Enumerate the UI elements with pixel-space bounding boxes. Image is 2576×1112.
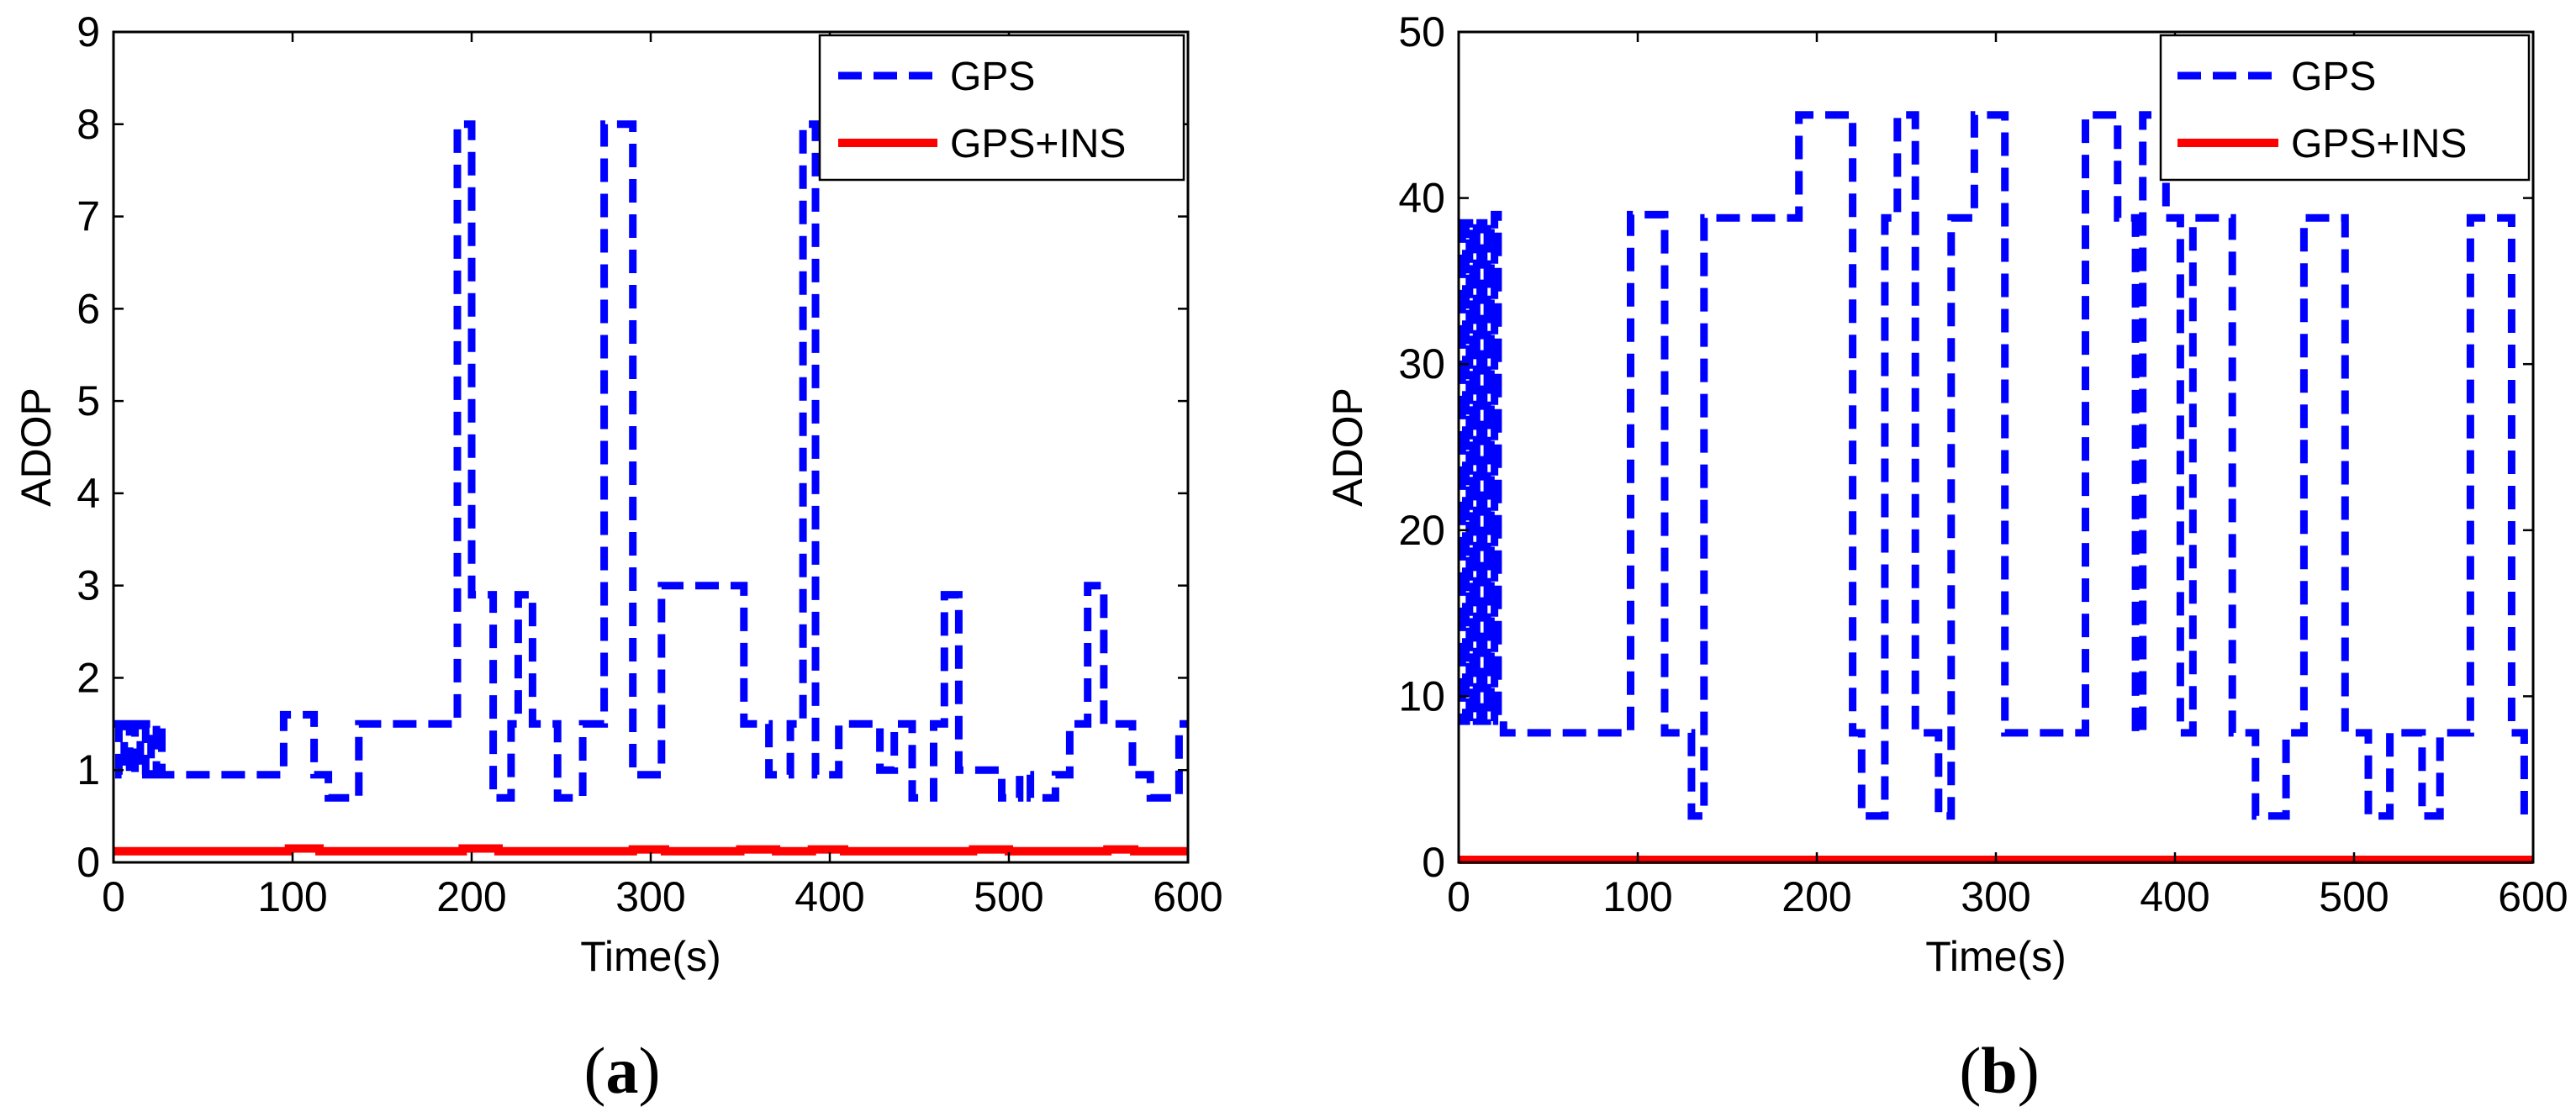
panel-b-y-tick-label: 10	[1398, 672, 1445, 719]
panel-b-y-axis-title: ADOP	[1324, 387, 1371, 507]
panel-b-caption: (b)	[1959, 1034, 2039, 1107]
panel-b-caption-open: (	[1959, 1034, 1981, 1107]
panel-b-legend-box	[2159, 34, 2531, 182]
panel-a-legend-gpsins-label: GPS+INS	[950, 122, 1126, 166]
panel-b-x-tick-label: 0	[1447, 873, 1470, 920]
panel-a-y-tick-label: 0	[77, 839, 100, 886]
panel-a-y-tick-label: 8	[77, 101, 100, 148]
panel-a-x-tick-label: 300	[615, 873, 685, 920]
panel-a-y-tick-label: 4	[77, 470, 100, 517]
panel-b-y-tick-label: 0	[1422, 839, 1445, 886]
panel-b-y-tick-label: 30	[1398, 340, 1445, 387]
panel-a-x-tick-label: 400	[794, 873, 864, 920]
panel-a-x-tick-label: 500	[974, 873, 1043, 920]
panel-a-series-gps-ins-line	[113, 844, 1188, 856]
panel-b-y-tick-label: 20	[1398, 507, 1445, 554]
panel-a-y-tick-label: 7	[77, 193, 100, 240]
panel-a-y-tick-label: 5	[77, 377, 100, 424]
panel-a-caption-label: a	[606, 1034, 639, 1107]
panel-b-chart: 0 100 200 300 400 500 600 0 10 20 30 40 50 Time(s) A…	[1324, 8, 2568, 1107]
panel-a-y-tick-label: 6	[77, 285, 100, 332]
panel-b-caption-label: b	[1981, 1034, 2017, 1107]
panel-b-x-tick-label: 300	[1961, 873, 2030, 920]
panel-a-legend-box	[818, 34, 1185, 182]
panel-b-y-tick-label: 40	[1398, 175, 1445, 222]
panel-b-legend-gps-label: GPS	[2291, 55, 2376, 99]
panel-a-y-tick-label: 1	[77, 746, 100, 793]
panel-b-legend: GPS GPS+INS	[2159, 34, 2531, 182]
panel-a-x-tick-label: 0	[102, 873, 125, 920]
panel-a-y-tick-label: 2	[77, 654, 100, 701]
panel-a-caption: (a)	[584, 1034, 661, 1107]
panel-a-caption-close: )	[639, 1034, 661, 1107]
panel-b-x-tick-label: 100	[1602, 873, 1672, 920]
panel-a-x-axis-title: Time(s)	[580, 933, 721, 980]
panel-b-plot-area	[1458, 111, 2533, 864]
panel-a-series-gps-line	[113, 120, 1188, 802]
panel-b-y-tick-label: 50	[1398, 8, 1445, 55]
panel-b-x-tick-label: 500	[2319, 873, 2389, 920]
panel-b-x-tick-label: 600	[2498, 873, 2568, 920]
panel-a-y-axis-title: ADOP	[13, 387, 60, 507]
panel-a-x-tick-label: 200	[436, 873, 506, 920]
panel-b-x-axis-title: Time(s)	[1925, 933, 2067, 980]
panel-a-y-tick-label: 3	[77, 562, 100, 609]
panel-a-legend-gps-label: GPS	[950, 55, 1035, 99]
panel-b-legend-gpsins-label: GPS+INS	[2291, 122, 2467, 166]
panel-b-series-gps-line	[1458, 111, 2533, 820]
panel-a-y-tick-label: 9	[77, 8, 100, 55]
panel-b-x-tick-label: 200	[1782, 873, 1851, 920]
panel-a-legend: GPS GPS+INS	[818, 34, 1185, 182]
panel-b-caption-close: )	[2018, 1034, 2040, 1107]
panel-a-plot-area	[113, 120, 1188, 856]
panel-a-chart: 0 100 200 300 400 500 600 0 1 2 3 4 5 6 7 8 9 Time(s) AD…	[13, 8, 1223, 1107]
panel-a-caption-open: (	[584, 1034, 606, 1107]
panel-a-x-tick-label: 100	[257, 873, 327, 920]
panel-b-x-tick-label: 400	[2140, 873, 2209, 920]
panel-a-x-tick-label: 600	[1153, 873, 1222, 920]
